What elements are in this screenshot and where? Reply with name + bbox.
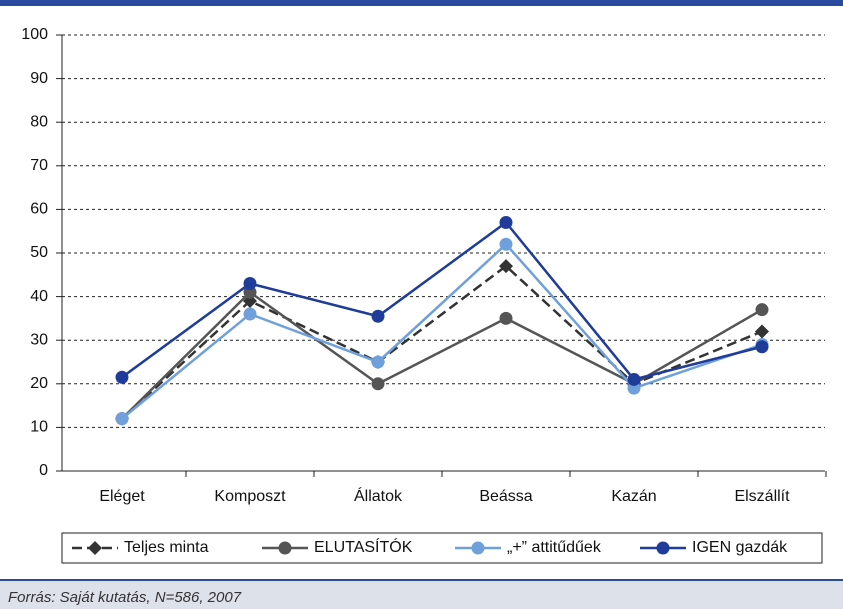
- footer-text: Forrás: Saját kutatás, N=586, 2007: [8, 589, 242, 606]
- legend-label: IGEN gazdák: [692, 539, 788, 556]
- series-line: [121, 290, 763, 420]
- y-tick-label: 10: [30, 419, 48, 436]
- data-point: [115, 412, 129, 426]
- data-point: [115, 370, 129, 384]
- series-line: [121, 264, 763, 420]
- legend-marker: [278, 541, 292, 555]
- data-point: [627, 372, 641, 386]
- data-point: [371, 377, 385, 391]
- x-tick-label: Komposzt: [214, 488, 286, 505]
- legend-marker: [88, 541, 102, 555]
- series-line: [121, 242, 763, 420]
- y-tick-label: 100: [21, 26, 48, 43]
- y-tick-label: 80: [30, 113, 48, 130]
- data-point: [499, 259, 513, 274]
- y-tick-label: 0: [39, 462, 48, 479]
- x-tick-label: Elszállít: [734, 488, 790, 505]
- data-point: [243, 277, 257, 291]
- x-tick-label: Állatok: [354, 486, 403, 505]
- y-tick-label: 40: [30, 288, 48, 305]
- x-tick-label: Beássa: [479, 488, 532, 505]
- legend-box: [61, 532, 823, 564]
- data-point: [371, 309, 385, 323]
- legend-label: Teljes minta: [124, 539, 209, 556]
- legend-marker: [656, 541, 670, 555]
- x-tick-label: Kazán: [611, 488, 656, 505]
- data-point: [755, 324, 769, 339]
- data-point: [499, 237, 513, 251]
- y-tick-label: 60: [30, 201, 48, 218]
- legend-label: ELUTASÍTÓK: [314, 537, 413, 556]
- y-tick-label: 20: [30, 375, 48, 392]
- data-point: [243, 307, 257, 321]
- footer-band: [0, 580, 843, 609]
- data-point: [755, 340, 769, 354]
- y-tick-label: 50: [30, 244, 48, 261]
- series-line: [121, 220, 763, 381]
- data-point: [499, 215, 513, 229]
- legend-label: „+” attitűdűek: [507, 539, 602, 556]
- y-tick-label: 70: [30, 157, 48, 174]
- data-point: [499, 311, 513, 325]
- top-bar: [0, 0, 843, 6]
- data-point: [755, 303, 769, 317]
- y-tick-label: 90: [30, 70, 48, 87]
- data-point: [371, 355, 385, 369]
- y-tick-label: 30: [30, 331, 48, 348]
- x-tick-label: Eléget: [99, 488, 145, 505]
- legend-marker: [471, 541, 485, 555]
